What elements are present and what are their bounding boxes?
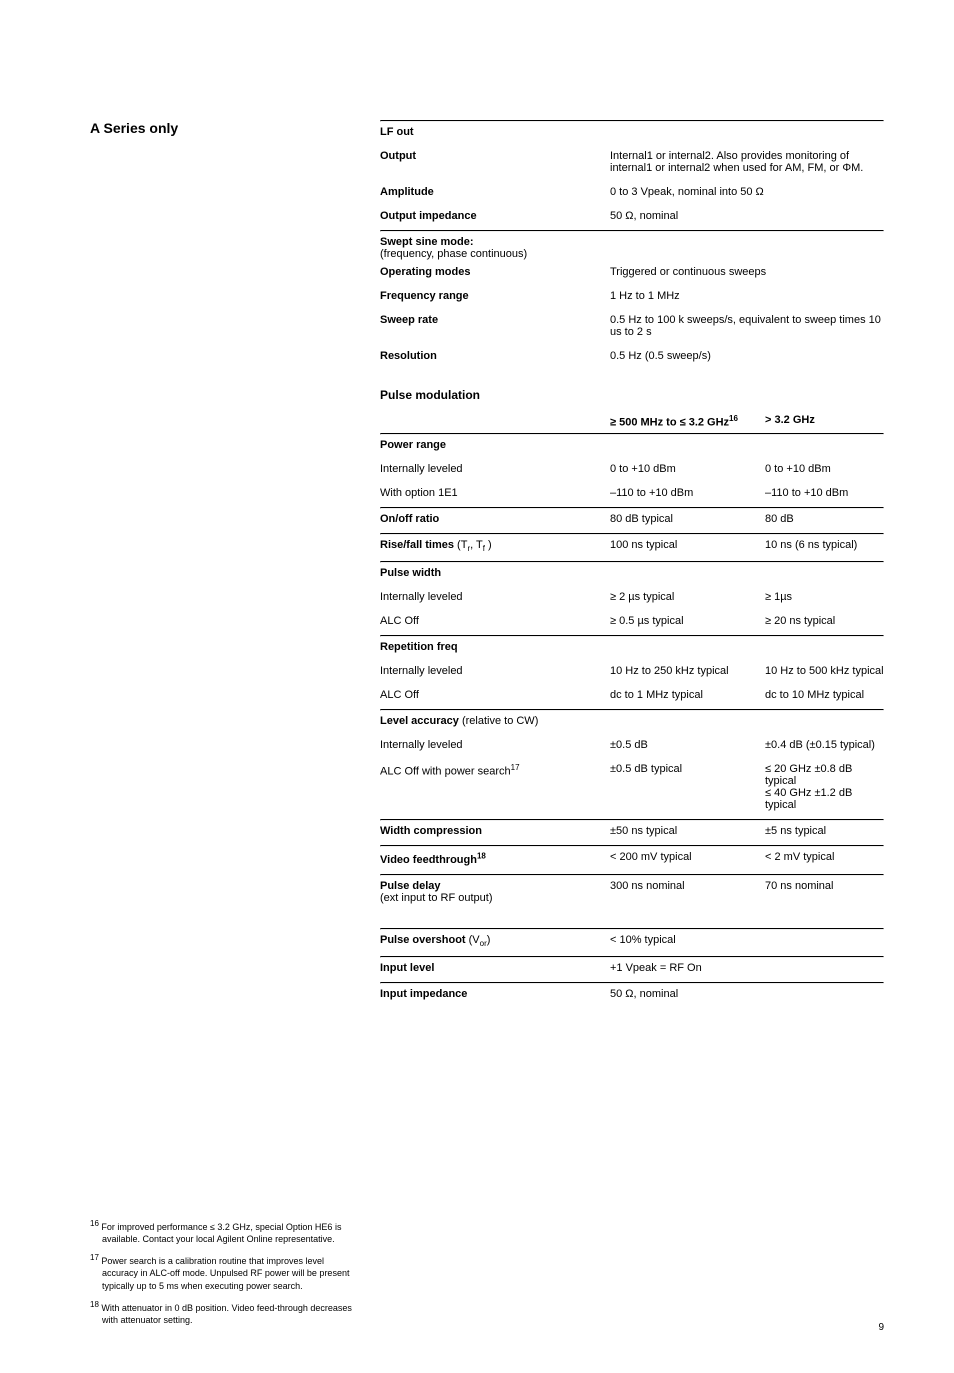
spec-value-b: 0 to +10 dBm: [765, 463, 884, 475]
group-heading: Pulse delay(ext input to RF output)300 n…: [380, 876, 884, 904]
spec-row: OutputInternal1 or internal2. Also provi…: [380, 146, 884, 182]
spec-value: 0.5 Hz (0.5 sweep/s): [610, 350, 884, 362]
spec-value-b: ≥ 20 ns typical: [765, 615, 884, 627]
spec-label: With option 1E1: [380, 487, 610, 499]
pulse-column-header: ≥ 500 MHz to ≤ 3.2 GHz16 > 3.2 GHz: [380, 410, 884, 433]
spec-value-a: ±0.5 dB: [610, 739, 765, 751]
spec-row: Resolution0.5 Hz (0.5 sweep/s): [380, 346, 884, 370]
spec-label: Amplitude: [380, 186, 610, 198]
spec-label: Rise/fall times (Tr, Tf ): [380, 539, 610, 553]
spec-row: Internally leveled±0.5 dB±0.4 dB (±0.15 …: [380, 735, 884, 759]
spec-row: Video feedthrough18< 200 mV typical< 2 m…: [380, 847, 884, 874]
spec-label: Internally leveled: [380, 665, 610, 677]
spec-row: Pulse overshoot (Vor)< 10% typical: [380, 930, 884, 956]
spec-row: Rise/fall times (Tr, Tf )100 ns typical1…: [380, 535, 884, 561]
spec-row: ALC Offdc to 1 MHz typicaldc to 10 MHz t…: [380, 685, 884, 709]
spec-value: Triggered or continuous sweeps: [610, 266, 884, 278]
spec-value-a: 100 ns typical: [610, 539, 765, 553]
spec-row: Sweep rate0.5 Hz to 100 k sweeps/s, equi…: [380, 310, 884, 346]
spec-row: Input impedance50 Ω, nominal: [380, 984, 884, 1008]
lf-out-heading: LF out: [380, 126, 610, 138]
spec-value: +1 Vpeak = RF On: [610, 962, 884, 974]
spec-value: 0 to 3 Vpeak, nominal into 50 Ω: [610, 186, 884, 198]
group-heading: Power range: [380, 435, 884, 459]
spec-label: Frequency range: [380, 290, 610, 302]
spec-label: Video feedthrough18: [380, 851, 610, 866]
footnote: 17 Power search is a calibration routine…: [90, 1252, 360, 1293]
spec-label: ALC Off: [380, 615, 610, 627]
spec-value: 1 Hz to 1 MHz: [610, 290, 884, 302]
spec-value-a: ≥ 0.5 µs typical: [610, 615, 765, 627]
spec-value-a: 0 to +10 dBm: [610, 463, 765, 475]
spec-label: Internally leveled: [380, 739, 610, 751]
spec-row: Frequency range1 Hz to 1 MHz: [380, 286, 884, 310]
spec-value-a: ±50 ns typical: [610, 825, 765, 837]
spec-label: Input level: [380, 962, 610, 974]
footnote: 16 For improved performance ≤ 3.2 GHz, s…: [90, 1218, 360, 1246]
spec-row: Input level+1 Vpeak = RF On: [380, 958, 884, 982]
spec-value-b: 80 dB: [765, 513, 884, 525]
footnote: 18 With attenuator in 0 dB position. Vid…: [90, 1299, 360, 1327]
spec-label: Input impedance: [380, 988, 610, 1000]
spec-value-b: ±0.4 dB (±0.15 typical): [765, 739, 884, 751]
spec-value-a: < 200 mV typical: [610, 851, 765, 866]
spec-label: Pulse overshoot (Vor): [380, 934, 610, 948]
right-column: LF out OutputInternal1 or internal2. Als…: [380, 120, 884, 1008]
spec-label: Width compression: [380, 825, 610, 837]
group-heading: Repetition freq: [380, 637, 884, 661]
spec-value-b: 10 Hz to 500 kHz typical: [765, 665, 884, 677]
spec-row: On/off ratio80 dB typical80 dB: [380, 509, 884, 533]
spec-value-a: 80 dB typical: [610, 513, 765, 525]
spec-value: < 10% typical: [610, 934, 884, 948]
spec-value-a: ±0.5 dB typical: [610, 763, 765, 811]
swept-sine-heading-row: Swept sine mode: (frequency, phase conti…: [380, 232, 884, 262]
spec-value: 50 Ω, nominal: [610, 988, 884, 1000]
spec-row: Internally leveled≥ 2 µs typical≥ 1µs: [380, 587, 884, 611]
spec-row: Amplitude0 to 3 Vpeak, nominal into 50 Ω: [380, 182, 884, 206]
spec-label: ALC Off: [380, 689, 610, 701]
spec-row: ALC Off≥ 0.5 µs typical≥ 20 ns typical: [380, 611, 884, 635]
spec-value-a: ≥ 2 µs typical: [610, 591, 765, 603]
swept-sine-heading: Swept sine mode: (frequency, phase conti…: [380, 236, 610, 260]
spec-value: 0.5 Hz to 100 k sweeps/s, equivalent to …: [610, 314, 884, 338]
pulse-modulation-title: Pulse modulation: [380, 370, 884, 410]
spec-label: Output: [380, 150, 610, 174]
spec-label: Internally leveled: [380, 591, 610, 603]
spec-row: Operating modesTriggered or continuous s…: [380, 262, 884, 286]
page-layout: A Series only LF out OutputInternal1 or …: [90, 120, 884, 1008]
spec-row: Output impedance50 Ω, nominal: [380, 206, 884, 230]
spec-value-b: dc to 10 MHz typical: [765, 689, 884, 701]
spec-value: 50 Ω, nominal: [610, 210, 884, 222]
spec-value-b: ±5 ns typical: [765, 825, 884, 837]
spec-value-b: ≥ 1µs: [765, 591, 884, 603]
spec-label: On/off ratio: [380, 513, 610, 525]
spec-value-b: < 2 mV typical: [765, 851, 884, 866]
section-title: A Series only: [90, 120, 320, 136]
spec-row: With option 1E1–110 to +10 dBm–110 to +1…: [380, 483, 884, 507]
spec-row: Internally leveled10 Hz to 250 kHz typic…: [380, 661, 884, 685]
spec-label: ALC Off with power search17: [380, 763, 610, 811]
spec-row: Internally leveled0 to +10 dBm0 to +10 d…: [380, 459, 884, 483]
spec-row: ALC Off with power search17±0.5 dB typic…: [380, 759, 884, 819]
spec-value-a: dc to 1 MHz typical: [610, 689, 765, 701]
spec-label: Internally leveled: [380, 463, 610, 475]
page-number: 9: [878, 1322, 884, 1333]
pulse-col-b-header: > 3.2 GHz: [765, 414, 884, 429]
group-heading: Level accuracy (relative to CW): [380, 711, 884, 735]
spec-value: Internal1 or internal2. Also provides mo…: [610, 150, 884, 174]
spec-label: Resolution: [380, 350, 610, 362]
spec-label: Sweep rate: [380, 314, 610, 338]
lf-out-heading-row: LF out: [380, 122, 884, 146]
spec-row: Width compression±50 ns typical±5 ns typ…: [380, 821, 884, 845]
spec-value-b: –110 to +10 dBm: [765, 487, 884, 499]
spec-value-b: ≤ 20 GHz ±0.8 dB typical≤ 40 GHz ±1.2 dB…: [765, 763, 884, 811]
group-heading: Pulse width: [380, 563, 884, 587]
spec-value-b: 10 ns (6 ns typical): [765, 539, 884, 553]
spec-label: Output impedance: [380, 210, 610, 222]
left-column: A Series only: [90, 120, 320, 1008]
spec-label: Operating modes: [380, 266, 610, 278]
pulse-col-a-header: ≥ 500 MHz to ≤ 3.2 GHz16: [610, 414, 765, 429]
spec-value-a: 10 Hz to 250 kHz typical: [610, 665, 765, 677]
spec-value-a: –110 to +10 dBm: [610, 487, 765, 499]
